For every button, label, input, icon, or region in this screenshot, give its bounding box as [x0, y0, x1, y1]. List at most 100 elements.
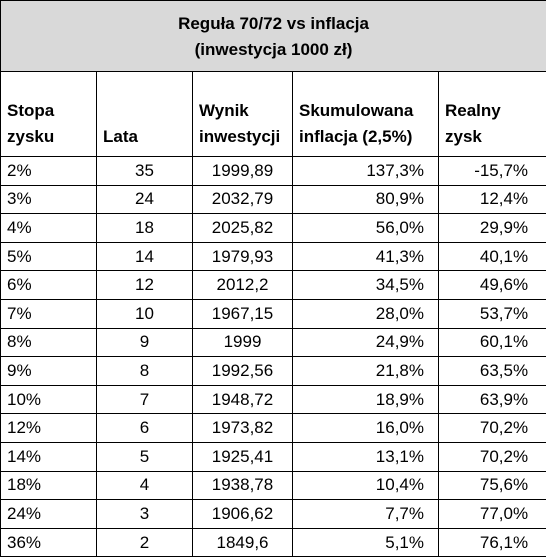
cell-rate: 7%	[0, 298, 97, 329]
cell-result: 1999	[192, 327, 293, 358]
header-inflation-line1: Skumulowana	[299, 101, 414, 120]
cell-years: 14	[96, 241, 193, 272]
cell-years: 3	[96, 499, 193, 529]
cell-years: 35	[96, 156, 193, 186]
header-real-gain: Realny zysk	[437, 71, 546, 157]
cell-real-gain: 40,1%	[437, 241, 546, 272]
table-row: 14% 5 1925,41 13,1% 70,2%	[0, 441, 546, 472]
cell-result: 1999,89	[192, 156, 293, 186]
header-real-gain-line2: zysk	[445, 127, 482, 146]
cell-result: 1979,93	[192, 241, 293, 272]
cell-years: 8	[96, 356, 193, 386]
table-row: 3% 24 2032,79 80,9% 12,4%	[0, 184, 546, 215]
cell-result: 1849,6	[192, 527, 293, 557]
cell-rate: 3%	[0, 184, 97, 215]
cell-rate: 14%	[0, 441, 97, 472]
table-title: Reguła 70/72 vs inflacja (inwestycja 100…	[0, 0, 546, 72]
cell-inflation: 5,1%	[292, 527, 439, 557]
cell-years: 12	[96, 270, 193, 300]
cell-inflation: 7,7%	[292, 499, 439, 529]
table-title-line1: Reguła 70/72 vs inflacja	[178, 14, 369, 33]
cell-years: 7	[96, 384, 193, 415]
header-inflation: Skumulowana inflacja (2,5%)	[292, 71, 439, 157]
cell-real-gain: 70,2%	[437, 413, 546, 443]
cell-rate: 10%	[0, 384, 97, 415]
cell-real-gain: 75,6%	[437, 470, 546, 501]
header-rate-line1: Stopa	[7, 101, 55, 120]
cell-result: 2025,82	[192, 213, 293, 243]
cell-real-gain: 76,1%	[437, 527, 546, 557]
table-row: 2% 35 1999,89 137,3% -15,7%	[0, 156, 546, 186]
cell-real-gain: 60,1%	[437, 327, 546, 358]
cell-result: 2012,2	[192, 270, 293, 300]
cell-years: 24	[96, 184, 193, 215]
table-row: 36% 2 1849,6 5,1% 76,1%	[0, 527, 546, 557]
cell-rate: 18%	[0, 470, 97, 501]
header-rate-line2: zysku	[7, 127, 55, 146]
cell-years: 6	[96, 413, 193, 443]
header-result-line1: Wynik	[199, 101, 249, 120]
table-row: 6% 12 2012,2 34,5% 49,6%	[0, 270, 546, 300]
cell-real-gain: 49,6%	[437, 270, 546, 300]
cell-inflation: 80,9%	[292, 184, 439, 215]
cell-result: 2032,79	[192, 184, 293, 215]
header-years: Lata	[96, 71, 193, 157]
table-row: 7% 10 1967,15 28,0% 53,7%	[0, 298, 546, 329]
cell-rate: 2%	[0, 156, 97, 186]
cell-rate: 4%	[0, 213, 97, 243]
cell-years: 9	[96, 327, 193, 358]
cell-real-gain: 63,5%	[437, 356, 546, 386]
cell-rate: 6%	[0, 270, 97, 300]
cell-result: 1925,41	[192, 441, 293, 472]
cell-rate: 12%	[0, 413, 97, 443]
cell-years: 4	[96, 470, 193, 501]
cell-inflation: 56,0%	[292, 213, 439, 243]
cell-rate: 5%	[0, 241, 97, 272]
header-real-gain-line1: Realny	[445, 101, 501, 120]
cell-inflation: 41,3%	[292, 241, 439, 272]
cell-inflation: 10,4%	[292, 470, 439, 501]
cell-real-gain: 53,7%	[437, 298, 546, 329]
header-inflation-line2: inflacja (2,5%)	[299, 127, 413, 146]
header-years-label: Lata	[103, 127, 138, 146]
cell-years: 10	[96, 298, 193, 329]
cell-rate: 8%	[0, 327, 97, 358]
cell-inflation: 13,1%	[292, 441, 439, 472]
table-row: 18% 4 1938,78 10,4% 75,6%	[0, 470, 546, 501]
cell-years: 2	[96, 527, 193, 557]
cell-real-gain: 63,9%	[437, 384, 546, 415]
cell-real-gain: 77,0%	[437, 499, 546, 529]
header-result: Wynik inwestycji	[192, 71, 293, 157]
cell-inflation: 137,3%	[292, 156, 439, 186]
table-row: 5% 14 1979,93 41,3% 40,1%	[0, 241, 546, 272]
cell-result: 1938,78	[192, 470, 293, 501]
cell-rate: 36%	[0, 527, 97, 557]
table-body: 2% 35 1999,89 137,3% -15,7% 3% 24 2032,79 80,9% 1…	[0, 156, 546, 557]
cell-real-gain: -15,7%	[437, 156, 546, 186]
cell-inflation: 21,8%	[292, 356, 439, 386]
header-result-line2: inwestycji	[199, 127, 281, 146]
cell-result: 1948,72	[192, 384, 293, 415]
cell-result: 1992,56	[192, 356, 293, 386]
table-row: 9% 8 1992,56 21,8% 63,5%	[0, 356, 546, 386]
cell-result: 1906,62	[192, 499, 293, 529]
cell-rate: 9%	[0, 356, 97, 386]
cell-inflation: 34,5%	[292, 270, 439, 300]
cell-years: 18	[96, 213, 193, 243]
cell-inflation: 18,9%	[292, 384, 439, 415]
table-row: 24% 3 1906,62 7,7% 77,0%	[0, 499, 546, 529]
cell-real-gain: 29,9%	[437, 213, 546, 243]
table-row: 10% 7 1948,72 18,9% 63,9%	[0, 384, 546, 415]
table-row: 8% 9 1999 24,9% 60,1%	[0, 327, 546, 358]
cell-result: 1967,15	[192, 298, 293, 329]
cell-inflation: 24,9%	[292, 327, 439, 358]
cell-result: 1973,82	[192, 413, 293, 443]
cell-rate: 24%	[0, 499, 97, 529]
table-row: 12% 6 1973,82 16,0% 70,2%	[0, 413, 546, 443]
table-row: 4% 18 2025,82 56,0% 29,9%	[0, 213, 546, 243]
cell-real-gain: 70,2%	[437, 441, 546, 472]
cell-years: 5	[96, 441, 193, 472]
cell-inflation: 28,0%	[292, 298, 439, 329]
cell-inflation: 16,0%	[292, 413, 439, 443]
